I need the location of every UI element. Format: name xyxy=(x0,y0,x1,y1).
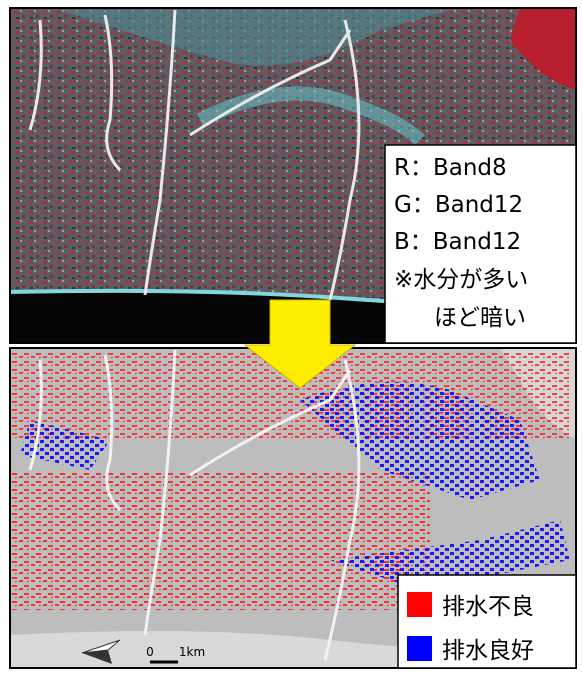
legend-line: R：Band8 xyxy=(394,155,507,181)
drainage-legend: 排水不良 排水良好 xyxy=(398,575,576,668)
figure: R：Band8 G：Band12 B：Band12 ※水分が多い ほど暗い 0 xyxy=(0,0,582,675)
legend-label: 排水不良 xyxy=(442,594,534,620)
legend-label: 排水良好 xyxy=(442,638,534,664)
page: R：Band8 G：Band12 B：Band12 ※水分が多い ほど暗い 0 xyxy=(0,0,582,675)
legend-line: G：Band12 xyxy=(394,192,523,218)
band-legend: R：Band8 G：Band12 B：Band12 ※水分が多い ほど暗い xyxy=(385,145,576,343)
legend-swatch xyxy=(407,592,432,617)
legend-line: B：Band12 xyxy=(394,229,521,255)
scale-label: 0 xyxy=(146,645,154,659)
legend-swatch xyxy=(407,636,432,661)
scale-label: 1km xyxy=(179,645,205,659)
legend-line: ※水分が多い xyxy=(394,267,528,293)
legend-line: ほど暗い xyxy=(434,305,526,331)
